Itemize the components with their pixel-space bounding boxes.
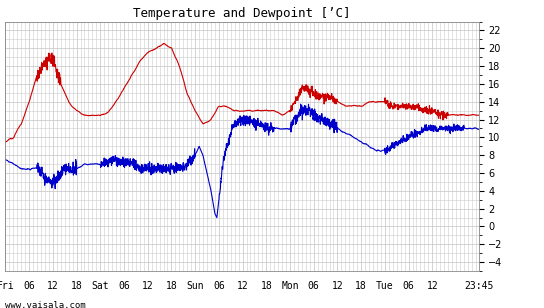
Title: Temperature and Dewpoint [’C]: Temperature and Dewpoint [’C] bbox=[133, 7, 351, 20]
Text: www.vaisala.com: www.vaisala.com bbox=[5, 301, 86, 308]
